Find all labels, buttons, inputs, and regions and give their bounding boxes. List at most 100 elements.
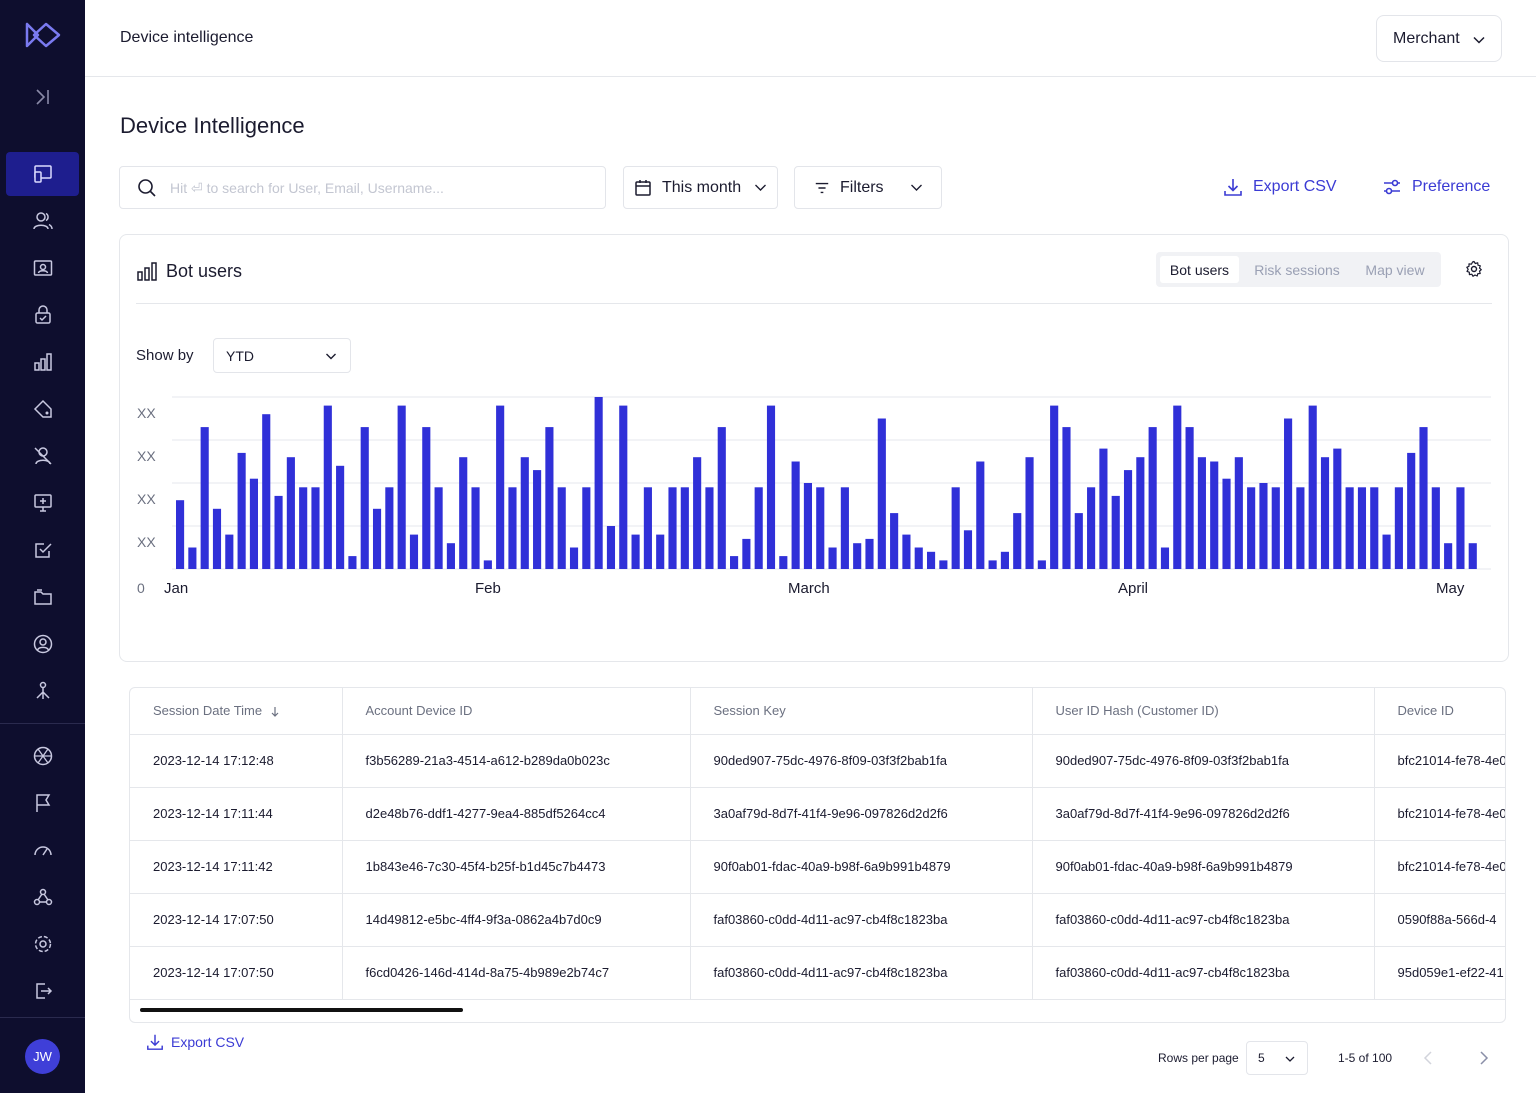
chart-bar[interactable] <box>323 405 332 569</box>
chart-bar[interactable] <box>656 534 665 569</box>
chart-bar[interactable] <box>606 526 616 569</box>
date-range-dropdown[interactable]: This month <box>623 166 778 209</box>
chart-bar[interactable] <box>1013 513 1022 569</box>
chart-bar[interactable] <box>286 457 295 569</box>
chart-bar[interactable] <box>385 487 394 569</box>
chart-bar[interactable] <box>1000 551 1009 569</box>
chart-bar[interactable] <box>1062 427 1071 569</box>
chart-bar[interactable] <box>446 543 455 569</box>
chart-bar[interactable] <box>1160 547 1170 570</box>
table-row[interactable]: 2023-12-14 17:11:44 d2e48b76-ddf1-4277-9… <box>130 787 1505 841</box>
chart-bar[interactable] <box>730 556 739 569</box>
chart-bar[interactable] <box>1173 405 1182 569</box>
table-row[interactable]: 2023-12-14 17:12:48 f3b56289-21a3-4514-a… <box>130 734 1505 788</box>
chart-bar[interactable] <box>372 508 382 569</box>
export-csv-button[interactable]: Export CSV <box>1223 177 1337 197</box>
table-row[interactable]: 2023-12-14 17:11:42 1b843e46-7c30-45f4-b… <box>130 840 1505 894</box>
chart-bar[interactable] <box>840 487 849 569</box>
chart-bar[interactable] <box>1320 457 1330 569</box>
chart-bar[interactable] <box>1419 427 1428 569</box>
chart-bar[interactable] <box>939 560 948 569</box>
chart-bar[interactable] <box>520 457 529 569</box>
chart-bar[interactable] <box>409 534 419 569</box>
chart-bar[interactable] <box>1370 487 1379 569</box>
chart-bar[interactable] <box>914 547 923 570</box>
sidebar-item-integrations[interactable] <box>6 734 79 778</box>
chart-bar[interactable] <box>1185 427 1194 569</box>
chart-bar[interactable] <box>397 405 406 569</box>
chart-bar[interactable] <box>348 556 357 569</box>
chart-bar[interactable] <box>791 461 800 570</box>
chart-bar[interactable] <box>1025 457 1034 569</box>
chart-bar[interactable] <box>1037 560 1046 569</box>
chart-bar[interactable] <box>1197 457 1206 569</box>
horizontal-scrollbar[interactable] <box>140 1008 463 1012</box>
chart-bar[interactable] <box>249 478 258 569</box>
chart-bar[interactable] <box>853 543 862 569</box>
chevron-right-icon[interactable] <box>1477 1050 1491 1066</box>
sidebar-item-settings[interactable] <box>6 922 79 966</box>
search-input[interactable] <box>170 167 590 208</box>
chart-bar[interactable] <box>1087 487 1096 569</box>
filters-dropdown[interactable]: Filters <box>794 166 942 209</box>
sidebar-item-logout[interactable] <box>6 969 79 1013</box>
chart-bar[interactable] <box>225 534 234 569</box>
chart-bar[interactable] <box>237 452 246 569</box>
avatar[interactable]: JW <box>25 1039 60 1074</box>
chart-bar[interactable] <box>680 487 689 569</box>
chart-bar[interactable] <box>766 405 776 569</box>
chart-bar[interactable] <box>1357 487 1367 569</box>
chart-bar[interactable] <box>1050 405 1059 569</box>
chart-bar[interactable] <box>1099 448 1108 569</box>
chart-bar[interactable] <box>828 547 837 570</box>
chart-bar[interactable] <box>200 427 209 569</box>
gear-icon[interactable] <box>1465 260 1483 278</box>
chart-bar[interactable] <box>890 513 899 569</box>
sidebar-item-tags[interactable] <box>6 387 79 431</box>
table-row[interactable]: 2023-12-14 17:07:50 f6cd0426-146d-414d-8… <box>130 946 1505 1000</box>
chart-bar[interactable] <box>1444 543 1453 569</box>
sidebar-item-verification[interactable] <box>6 528 79 572</box>
sidebar-item-identity[interactable] <box>6 246 79 290</box>
chart-bar[interactable] <box>508 487 517 569</box>
chart-bar[interactable] <box>1111 495 1120 569</box>
chart-bar[interactable] <box>459 457 468 569</box>
chart-bar[interactable] <box>1431 487 1440 569</box>
chart-bar[interactable] <box>717 427 726 569</box>
chart-bar[interactable] <box>631 534 640 569</box>
chart-bar[interactable] <box>1382 534 1391 569</box>
chart-bar[interactable] <box>434 487 443 569</box>
chart-bar[interactable] <box>557 487 566 569</box>
chart-bar[interactable] <box>963 530 973 569</box>
chart-bar[interactable] <box>619 405 628 569</box>
chart-bar[interactable] <box>754 487 763 569</box>
chart-bar[interactable] <box>1394 487 1403 569</box>
rows-per-page-select[interactable]: 5 <box>1246 1041 1308 1075</box>
chart-bar[interactable] <box>1468 543 1477 569</box>
chart-bar[interactable] <box>483 560 492 569</box>
chart-bar[interactable] <box>1123 470 1133 569</box>
column-header-session-date-time[interactable]: Session Date Time <box>130 688 343 735</box>
search-box[interactable] <box>119 166 606 209</box>
sidebar-item-blocked-users[interactable] <box>6 434 79 478</box>
chart-bar[interactable] <box>988 560 997 569</box>
sidebar-item-files[interactable] <box>6 575 79 619</box>
merchant-dropdown[interactable]: Merchant <box>1376 15 1502 62</box>
chart-bar[interactable] <box>816 487 825 569</box>
chart-bar[interactable] <box>1210 461 1219 570</box>
chart-bar[interactable] <box>1345 487 1354 569</box>
chart-bar[interactable] <box>422 427 431 569</box>
chart-bar[interactable] <box>902 534 911 569</box>
chart-bar[interactable] <box>360 427 369 569</box>
tab-map-view[interactable]: Map view <box>1365 261 1425 278</box>
tab-risk-sessions[interactable]: Risk sessions <box>1254 261 1340 278</box>
chart-bar[interactable] <box>877 418 886 570</box>
chart-bar[interactable] <box>803 483 813 569</box>
chart-bar[interactable] <box>545 427 554 569</box>
chart-bar[interactable] <box>1222 478 1231 569</box>
chart-bar[interactable] <box>188 547 197 570</box>
chart-bar[interactable] <box>926 551 936 569</box>
chart-bar[interactable] <box>176 500 185 569</box>
sidebar-item-performance[interactable] <box>6 828 79 872</box>
chevron-left-icon[interactable] <box>1421 1050 1435 1066</box>
